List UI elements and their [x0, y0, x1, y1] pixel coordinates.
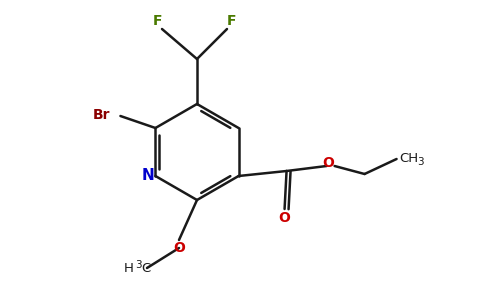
Text: H: H [124, 262, 134, 275]
Text: O: O [173, 241, 185, 255]
Text: CH: CH [399, 152, 418, 164]
Text: F: F [226, 14, 236, 28]
Text: N: N [142, 169, 155, 184]
Text: F: F [153, 14, 163, 28]
Text: 3: 3 [417, 157, 424, 167]
Text: O: O [279, 211, 290, 225]
Text: Br: Br [93, 108, 110, 122]
Text: C: C [141, 262, 151, 275]
Text: O: O [323, 156, 334, 170]
Text: 3: 3 [135, 260, 141, 270]
